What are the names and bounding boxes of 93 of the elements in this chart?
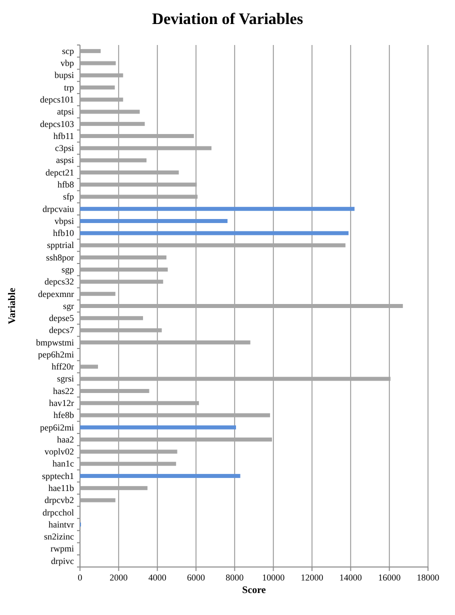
- x-tick-label: 16000: [378, 572, 402, 582]
- chart-title: Deviation of Variables: [152, 11, 304, 28]
- bar: [80, 49, 101, 54]
- bar: [80, 85, 115, 90]
- y-tick-label: depcs101: [40, 94, 74, 105]
- y-tick-label: sfp: [63, 192, 74, 202]
- bar: [80, 413, 270, 418]
- y-tick-label: rwpmi: [50, 544, 74, 554]
- bar: [80, 268, 168, 272]
- y-axis-title: Variable: [7, 287, 18, 324]
- y-tick-label: depcs32: [44, 276, 74, 287]
- y-tick-label: hfb11: [53, 130, 74, 141]
- bar: [80, 122, 145, 126]
- bar: [80, 231, 349, 236]
- y-tick-label: pep6h2mi: [38, 349, 74, 360]
- y-tick-label: spptech1: [42, 470, 74, 481]
- x-tick-label: 6000: [187, 572, 206, 582]
- bar: [80, 194, 198, 199]
- bar: [80, 304, 403, 308]
- y-tick-label: depcs7: [49, 325, 74, 336]
- bar: [80, 158, 147, 162]
- bar: [80, 170, 179, 174]
- y-tick-label: has22: [53, 386, 74, 396]
- bar: [80, 146, 212, 150]
- y-tick-label: bmpwstmi: [36, 337, 74, 348]
- y-tick-label: han1c: [52, 458, 74, 469]
- y-tick-label: sgr: [63, 300, 74, 311]
- bar: [80, 134, 194, 138]
- bar: [80, 462, 176, 466]
- y-tick-label: hfb10: [53, 228, 74, 238]
- y-tick-label: sn2izinc: [44, 532, 74, 542]
- y-tick-label: hae11b: [48, 482, 74, 493]
- y-tick-label: depcs103: [40, 118, 74, 129]
- bar: [80, 450, 178, 454]
- y-tick-label: haa2: [57, 434, 74, 444]
- y-tick-label: hfb8: [58, 179, 74, 190]
- bar: [80, 243, 346, 248]
- y-tick-label: bupsi: [54, 70, 74, 80]
- bar: [80, 364, 98, 369]
- y-tick-label: depse5: [49, 313, 74, 324]
- bar: [80, 425, 236, 430]
- y-tick-label: sgrsi: [56, 374, 74, 384]
- y-tick-label: aspsi: [56, 155, 74, 166]
- x-tick-label: 18000: [416, 572, 440, 582]
- bar: [80, 486, 148, 490]
- y-tick-label: drpcvb2: [44, 495, 74, 506]
- y-tick-label: hff20r: [52, 362, 74, 372]
- y-tick-label: vbpsi: [54, 216, 74, 226]
- y-tick-label: hfe8b: [54, 410, 74, 420]
- x-tick-label: 0: [78, 572, 83, 582]
- y-tick-label: ssh8por: [46, 252, 74, 262]
- bar: [80, 498, 116, 502]
- y-tick-label: trp: [64, 82, 74, 92]
- bar: [80, 98, 124, 102]
- bar: [80, 182, 197, 187]
- y-tick-label: drpivc: [51, 556, 74, 566]
- bar: [80, 206, 355, 211]
- x-tick-label: 4000: [148, 572, 167, 582]
- bar: [80, 340, 250, 344]
- y-tick-label: atpsi: [57, 106, 74, 117]
- bar: [80, 474, 240, 478]
- y-tick-label: c3psi: [55, 143, 74, 154]
- bar: [80, 376, 390, 381]
- y-tick-label: haintvr: [48, 519, 74, 530]
- y-tick-label: spptrial: [47, 240, 74, 250]
- bar: [80, 219, 228, 224]
- y-tick-label: scp: [62, 46, 74, 56]
- bar: [80, 110, 140, 114]
- bar: [80, 292, 116, 296]
- bar: [80, 438, 272, 442]
- y-tick-label: vbp: [60, 58, 74, 68]
- bar: [80, 328, 162, 332]
- y-tick-label: drpcchol: [42, 507, 74, 518]
- bar: [80, 316, 144, 320]
- x-tick-label: 10000: [262, 572, 286, 582]
- y-tick-label: voplv02: [44, 446, 74, 457]
- y-tick-label: depct21: [46, 167, 74, 178]
- y-tick-label: sgp: [61, 264, 74, 274]
- y-tick-label: pep6i2mi: [40, 422, 74, 432]
- y-tick-label: drpcvaiu: [42, 204, 74, 214]
- x-tick-label: 2000: [110, 572, 128, 582]
- bar: [80, 401, 199, 406]
- x-tick-label: 12000: [300, 572, 324, 582]
- bar: [80, 255, 166, 260]
- bar: [80, 61, 116, 66]
- x-tick-label: 14000: [339, 572, 362, 582]
- y-tick-label: hav12r: [49, 398, 74, 408]
- bar: [80, 280, 164, 284]
- y-tick-label: depexmnr: [38, 288, 74, 299]
- x-tick-label: 8000: [226, 572, 244, 582]
- bar: [80, 73, 124, 78]
- x-axis-title: Score: [242, 585, 266, 596]
- bar: [80, 388, 150, 393]
